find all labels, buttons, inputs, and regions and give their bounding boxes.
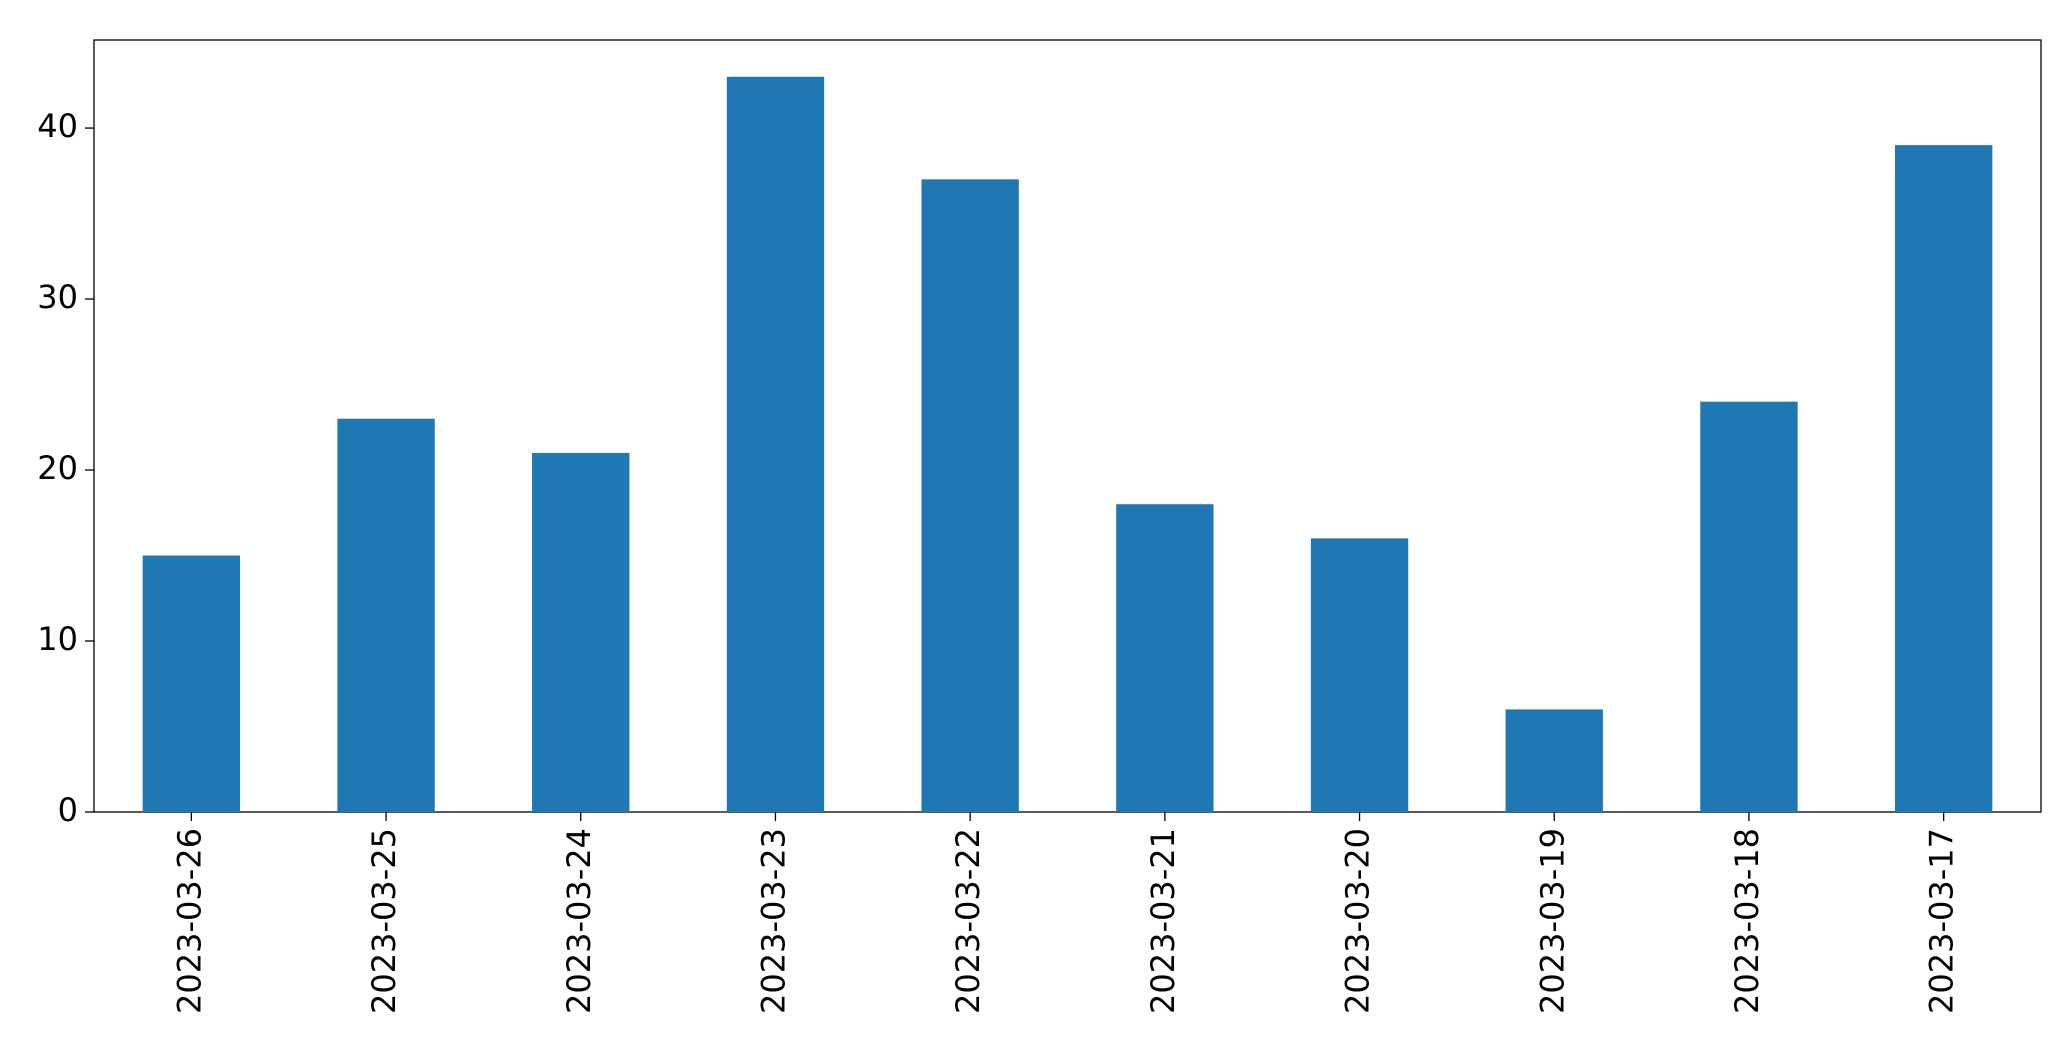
y-tick-label: 30: [37, 278, 78, 316]
bar: [726, 76, 825, 812]
x-tick-label: 2023-03-17: [1923, 828, 1961, 1014]
y-tick-label: 40: [37, 107, 78, 145]
y-tick-label: 20: [37, 449, 78, 487]
x-tick-label: 2023-03-20: [1339, 828, 1377, 1014]
x-tick-label: 2023-03-23: [754, 828, 792, 1014]
bar: [337, 418, 435, 812]
x-tick-label: 2023-03-21: [1144, 828, 1182, 1014]
x-tick-label: 2023-03-22: [949, 828, 987, 1014]
y-tick-label: 10: [37, 620, 78, 658]
bar: [1310, 538, 1409, 812]
x-tick-label: 2023-03-18: [1728, 828, 1766, 1014]
x-tick-label: 2023-03-24: [560, 828, 598, 1014]
bar: [1116, 504, 1214, 812]
bar: [142, 555, 241, 812]
x-tick-label: 2023-03-26: [170, 828, 208, 1014]
bar: [921, 179, 1019, 812]
bar: [532, 452, 630, 812]
y-tick-label: 0: [58, 791, 78, 829]
bar: [1505, 709, 1603, 812]
x-tick-label: 2023-03-25: [365, 828, 403, 1014]
axes-frame: [93, 39, 2042, 813]
x-tick-label: 2023-03-19: [1533, 828, 1571, 1014]
bar: [1700, 401, 1798, 812]
bar: [1894, 145, 1993, 813]
